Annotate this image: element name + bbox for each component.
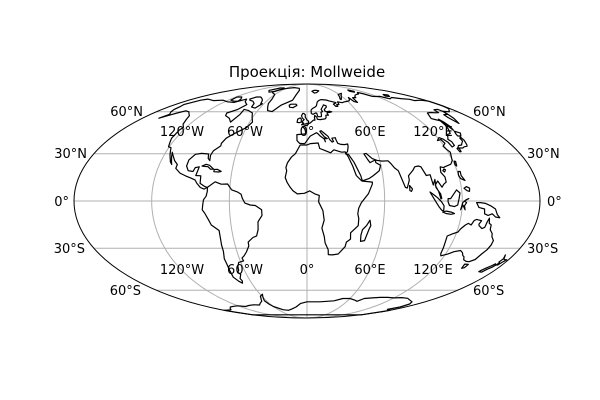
landmass-kyushu [456, 147, 462, 153]
landmass-taiwan [453, 160, 458, 167]
lat-label-60s-left: 60°S [110, 284, 141, 299]
landmass-south-america [201, 181, 263, 284]
landmass-hainan [442, 168, 447, 173]
landmass-africa [284, 142, 373, 256]
landmass-novaya-zemlya [337, 92, 342, 101]
landmass-australia [440, 217, 494, 263]
landmass-luzon [457, 170, 466, 182]
landmass-nz-south-island [478, 263, 497, 273]
lat-label-30s-left: 30°S [54, 242, 85, 257]
landmass-sumatra [429, 191, 445, 212]
landmass-victoria-island [230, 96, 243, 102]
landmass-eurasia [296, 91, 460, 200]
lat-label-60n-left: 60°N [110, 105, 143, 120]
landmass-japan-honshu [457, 136, 468, 149]
landmass-borneo [447, 189, 461, 208]
landmass-greenland [267, 87, 300, 113]
lon-label-0-top: 0° [300, 125, 315, 140]
landmass-sakhalin [437, 118, 455, 131]
lat-label-30n-left: 30°N [54, 147, 87, 162]
landmass-severnaya-zemlya [347, 89, 356, 93]
map-boundary [73, 83, 541, 319]
meridian-gridline [306, 83, 463, 319]
lon-label-60e-bottom: 60°E [354, 263, 385, 278]
lat-label-0-left: 0° [54, 195, 69, 210]
landmass-ellesmere-island [268, 87, 285, 93]
landmass-north-america [158, 98, 254, 190]
lat-label-60s-right: 60°S [473, 284, 504, 299]
map-title: Проекція: Mollweide [229, 63, 385, 81]
meridian-gridline [228, 83, 308, 319]
lat-label-30s-right: 30°S [527, 242, 558, 257]
lon-label-60e-top: 60°E [354, 125, 385, 140]
landmass-new-siberian-islands [382, 93, 391, 98]
landmass-madagascar [359, 219, 372, 242]
lat-label-60n-right: 60°N [473, 105, 506, 120]
lon-label-120w-bottom: 120°W [160, 263, 204, 278]
landmass-nz-north-island [495, 254, 508, 266]
landmass-sri-lanka [409, 184, 414, 192]
lon-label-120e-top: 120°E [413, 125, 453, 140]
lat-label-30n-right: 30°N [527, 147, 560, 162]
landmass-svalbard [311, 89, 320, 94]
landmass-sulawesi [460, 198, 470, 211]
landmass-japan-hokkaido [453, 130, 462, 137]
landmass-ireland [296, 117, 302, 124]
lon-label-60w-top: 60°W [227, 125, 263, 140]
lon-label-0-bottom: 0° [300, 263, 315, 278]
landmass-hispaniola [213, 168, 222, 173]
landmass-antarctica [223, 293, 413, 316]
landmass-mindanao [463, 186, 471, 192]
lon-label-60w-bottom: 60°W [227, 263, 263, 278]
meridian-gridline [306, 83, 386, 319]
landmass-cuba [201, 163, 215, 170]
lon-label-120w-top: 120°W [160, 125, 204, 140]
lat-label-0-right: 0° [547, 195, 562, 210]
landmass-baffin-island [249, 96, 263, 109]
lon-label-120e-bottom: 120°E [413, 263, 453, 278]
coastlines [158, 87, 508, 316]
landmass-new-guinea [476, 202, 501, 219]
graticule [74, 83, 540, 319]
landmass-iceland [288, 103, 298, 109]
landmass-tasmania [461, 263, 469, 269]
meridian-gridline [151, 83, 308, 319]
landmass-java [442, 210, 456, 215]
landmass-great-britain [300, 112, 310, 126]
